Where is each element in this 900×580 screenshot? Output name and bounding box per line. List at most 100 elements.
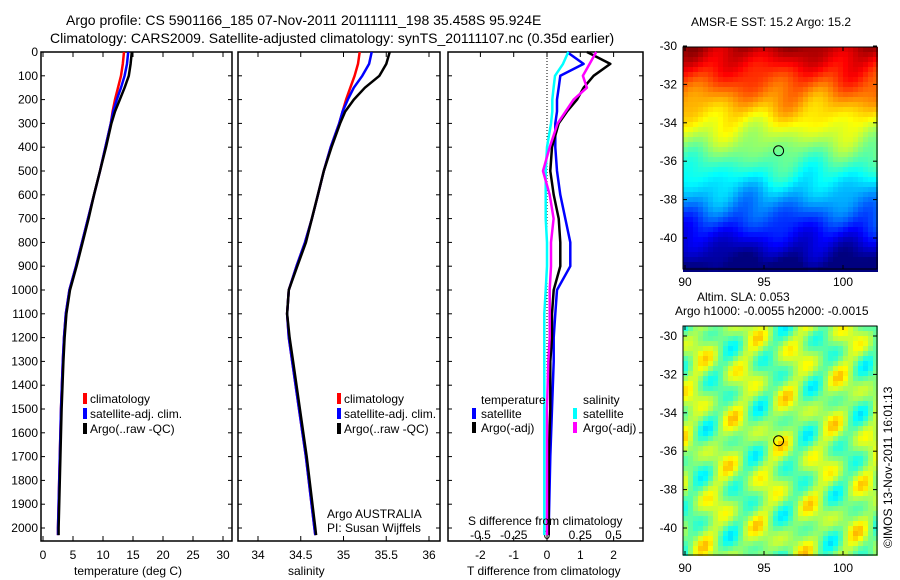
map-cell [688, 227, 693, 232]
map-cell [753, 187, 758, 192]
map-cell [793, 172, 798, 177]
map-cell [873, 137, 878, 142]
map-cell [783, 207, 788, 212]
map-cell [868, 162, 873, 167]
map-cell [863, 531, 868, 536]
map-cell [693, 326, 698, 331]
map-cell [698, 531, 703, 536]
map-cell [828, 232, 833, 237]
map-cell [693, 137, 698, 142]
map-cell [713, 371, 718, 376]
map-cell [748, 326, 753, 331]
map-cell [768, 356, 773, 361]
map-cell [838, 262, 843, 267]
map-cell [758, 341, 763, 346]
map-cell [803, 152, 808, 157]
legend-label: climatology [344, 392, 404, 406]
map-cell [748, 77, 753, 82]
map-cell [833, 346, 838, 351]
map-cell [733, 476, 738, 481]
map-cell [768, 77, 773, 82]
map-cell [793, 192, 798, 197]
x-tick-label: 95 [757, 275, 771, 289]
map-cell [853, 82, 858, 87]
map-cell [863, 132, 868, 137]
map-cell [763, 356, 768, 361]
map-cell [723, 132, 728, 137]
map-cell [753, 376, 758, 381]
map-cell [763, 87, 768, 92]
map-cell [793, 376, 798, 381]
map-cell [723, 416, 728, 421]
map-cell [773, 72, 778, 77]
legend-swatch-s-satellite [573, 408, 577, 419]
map-cell [763, 82, 768, 87]
map-cell [803, 247, 808, 252]
map-cell [758, 501, 763, 506]
map-cell [728, 521, 733, 526]
map-cell [708, 162, 713, 167]
map-cell [753, 391, 758, 396]
map-cell [868, 147, 873, 152]
map-cell [818, 212, 823, 217]
map-cell [683, 336, 688, 341]
map-cell [848, 257, 853, 262]
map-cell [863, 396, 868, 401]
map-cell [733, 336, 738, 341]
map-cell [778, 366, 783, 371]
map-cell [778, 87, 783, 92]
map-cell [873, 187, 878, 192]
map-cell [808, 192, 813, 197]
map-cell [778, 127, 783, 132]
map-cell [818, 516, 823, 521]
map-cell [863, 232, 868, 237]
map-cell [853, 526, 858, 531]
map-cell [698, 401, 703, 406]
map-cell [863, 421, 868, 426]
map-cell [738, 237, 743, 242]
map-cell [868, 87, 873, 92]
map-cell [843, 506, 848, 511]
map-cell [858, 416, 863, 421]
map-cell [768, 97, 773, 102]
map-cell [703, 481, 708, 486]
map-cell [683, 72, 688, 77]
map-cell [748, 466, 753, 471]
map-cell [768, 496, 773, 501]
map-cell [818, 411, 823, 416]
map-cell [783, 441, 788, 446]
map-cell [718, 441, 723, 446]
float-position-marker [773, 435, 785, 447]
map-cell [778, 137, 783, 142]
map-cell [728, 386, 733, 391]
map-cell [833, 426, 838, 431]
map-cell [828, 142, 833, 147]
map-cell [763, 52, 768, 57]
map-cell [733, 531, 738, 536]
difference-series-2 [543, 51, 570, 536]
x-tick-label: 90 [678, 561, 692, 575]
map-cell [738, 371, 743, 376]
map-cell [868, 117, 873, 122]
map-cell [803, 516, 808, 521]
map-cell [828, 481, 833, 486]
map-cell [708, 466, 713, 471]
map-cell [743, 456, 748, 461]
map-cell [838, 162, 843, 167]
map-cell [783, 551, 788, 556]
map-cell [803, 262, 808, 267]
map-cell [858, 346, 863, 351]
map-cell [683, 496, 688, 501]
map-cell [863, 411, 868, 416]
map-cell [773, 546, 778, 551]
map-cell [788, 232, 793, 237]
map-cell [843, 381, 848, 386]
map-cell [723, 516, 728, 521]
map-cell [763, 62, 768, 67]
map-cell [853, 431, 858, 436]
map-cell [823, 262, 828, 267]
map-cell [753, 331, 758, 336]
map-cell [718, 252, 723, 257]
map-cell [683, 127, 688, 132]
map-cell [703, 546, 708, 551]
